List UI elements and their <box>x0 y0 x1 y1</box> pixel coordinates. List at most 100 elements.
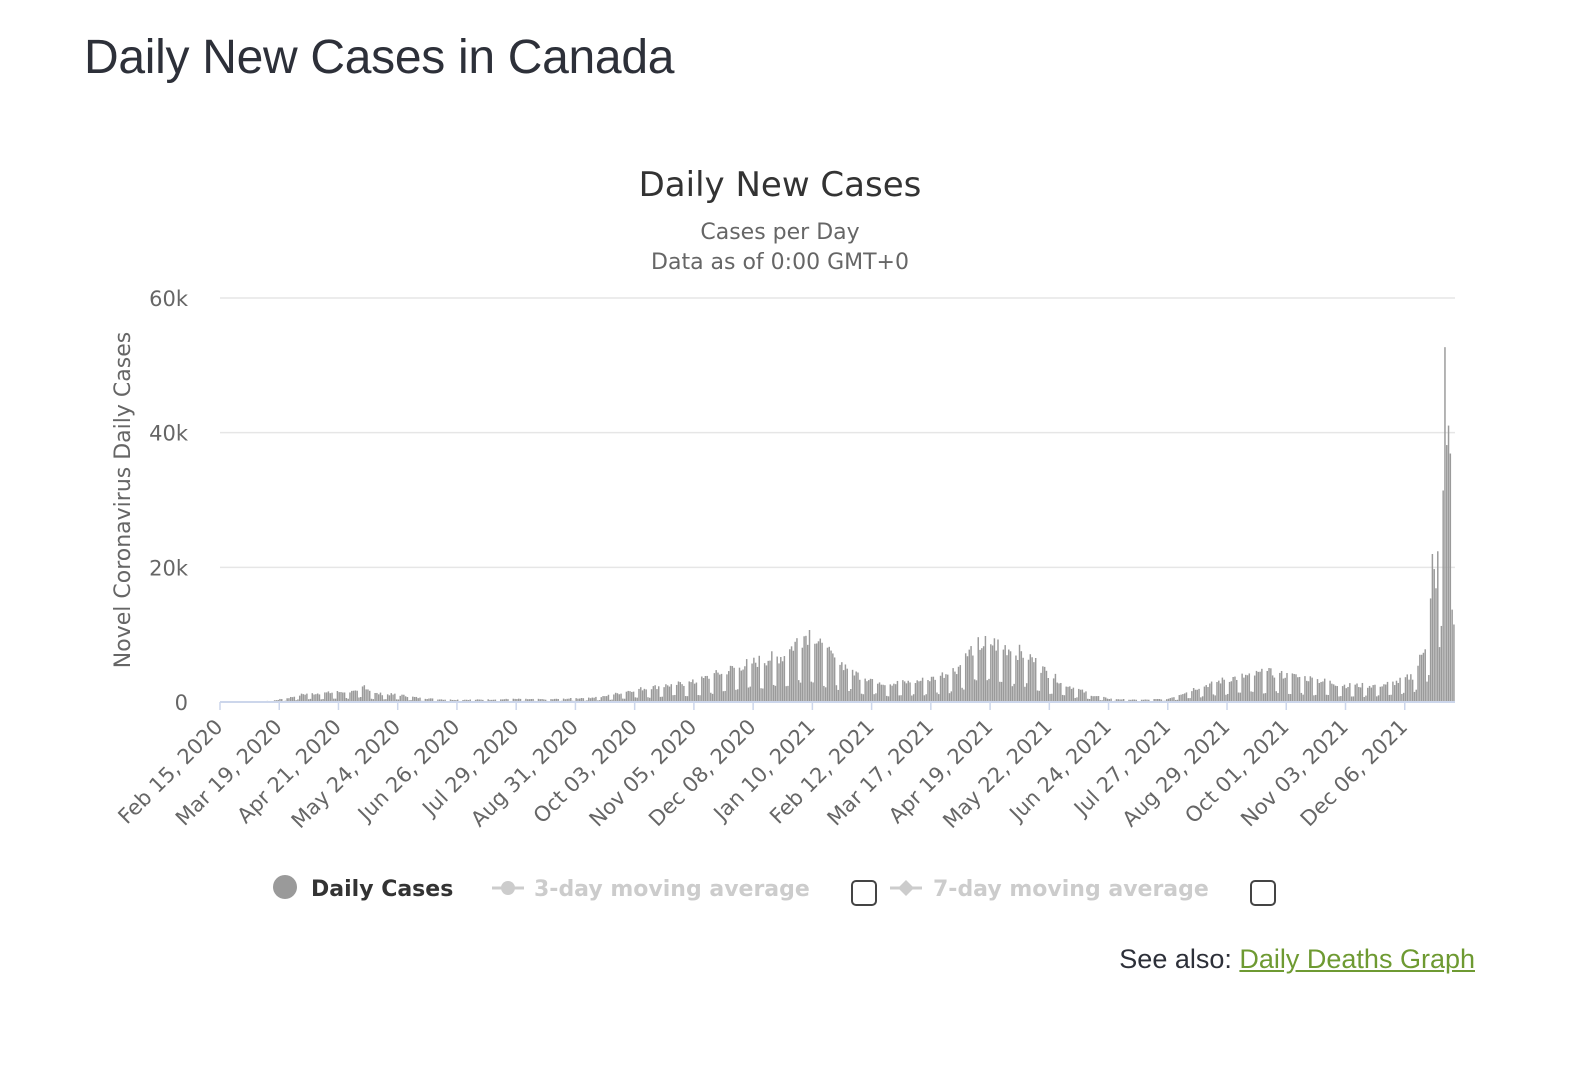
bar[interactable] <box>1144 699 1146 702</box>
bar[interactable] <box>1246 675 1249 702</box>
bar[interactable] <box>692 679 694 702</box>
bar[interactable] <box>950 691 953 702</box>
bar[interactable] <box>643 688 646 702</box>
bar[interactable] <box>428 698 430 702</box>
bar[interactable] <box>593 697 595 702</box>
bar[interactable] <box>368 690 371 702</box>
bar[interactable] <box>1395 680 1398 702</box>
bar[interactable] <box>1288 693 1290 702</box>
bar[interactable] <box>1304 676 1306 702</box>
bar[interactable] <box>938 694 940 702</box>
bar[interactable] <box>286 698 288 702</box>
bar[interactable] <box>1038 690 1041 702</box>
bar[interactable] <box>885 695 888 702</box>
bar[interactable] <box>1011 686 1014 702</box>
bar[interactable] <box>857 672 859 702</box>
bar[interactable] <box>948 693 951 702</box>
bar[interactable] <box>947 674 949 702</box>
bar[interactable] <box>693 683 696 702</box>
bar[interactable] <box>562 698 565 702</box>
bar[interactable] <box>1302 694 1304 702</box>
bar[interactable] <box>342 692 344 703</box>
bar[interactable] <box>505 698 507 702</box>
bar[interactable] <box>1453 624 1455 703</box>
bar[interactable] <box>1291 673 1294 702</box>
bar[interactable] <box>345 698 348 702</box>
bar[interactable] <box>279 698 281 702</box>
bar[interactable] <box>352 690 355 702</box>
bar[interactable] <box>614 692 617 702</box>
bar[interactable] <box>1000 681 1003 702</box>
bar[interactable] <box>1259 671 1261 702</box>
bar[interactable] <box>1072 687 1075 702</box>
bar[interactable] <box>688 681 690 702</box>
bar[interactable] <box>349 692 351 702</box>
bar[interactable] <box>925 694 927 702</box>
bar[interactable] <box>1361 682 1364 702</box>
bar[interactable] <box>823 685 825 702</box>
bar[interactable] <box>338 692 340 702</box>
bar[interactable] <box>686 696 689 702</box>
bar[interactable] <box>1216 682 1218 702</box>
bar[interactable] <box>277 699 279 702</box>
bar[interactable] <box>1196 689 1198 702</box>
bar[interactable] <box>704 675 707 702</box>
bar[interactable] <box>1374 684 1376 702</box>
bar[interactable] <box>731 666 734 702</box>
bar[interactable] <box>713 673 716 702</box>
bar[interactable] <box>1336 686 1338 702</box>
bar[interactable] <box>503 699 506 702</box>
bar[interactable] <box>354 690 357 702</box>
bar[interactable] <box>1399 677 1401 702</box>
bar[interactable] <box>300 693 303 702</box>
bar[interactable] <box>846 668 848 702</box>
bar[interactable] <box>850 689 852 702</box>
bar[interactable] <box>880 684 883 702</box>
bar[interactable] <box>1020 651 1023 702</box>
bar[interactable] <box>1212 694 1215 702</box>
bar[interactable] <box>1227 693 1229 702</box>
bar[interactable] <box>1244 674 1247 702</box>
bar[interactable] <box>1275 691 1277 702</box>
bar[interactable] <box>1018 644 1021 702</box>
bar[interactable] <box>927 680 929 702</box>
bar[interactable] <box>1187 698 1190 702</box>
bar[interactable] <box>726 674 728 702</box>
bar[interactable] <box>706 675 708 702</box>
bar[interactable] <box>1065 686 1067 702</box>
bar[interactable] <box>1169 698 1172 702</box>
bar[interactable] <box>862 694 865 702</box>
bar[interactable] <box>864 678 866 702</box>
bar[interactable] <box>487 699 489 702</box>
bar[interactable] <box>758 655 760 702</box>
bar[interactable] <box>806 644 809 702</box>
bar[interactable] <box>719 674 721 702</box>
bar[interactable] <box>1225 694 1227 702</box>
bar[interactable] <box>1182 694 1184 702</box>
bar[interactable] <box>711 693 714 702</box>
bar[interactable] <box>311 693 314 702</box>
bar[interactable] <box>738 667 741 702</box>
bar[interactable] <box>1121 699 1123 702</box>
bar[interactable] <box>604 696 606 702</box>
bar[interactable] <box>1252 691 1254 702</box>
bar[interactable] <box>309 698 312 702</box>
bar[interactable] <box>501 699 504 702</box>
bar[interactable] <box>449 699 452 702</box>
bar[interactable] <box>659 696 662 702</box>
bar[interactable] <box>747 687 750 702</box>
bar[interactable] <box>776 656 778 702</box>
bar[interactable] <box>1282 678 1285 702</box>
bar[interactable] <box>1261 668 1263 702</box>
bar[interactable] <box>991 645 994 702</box>
bar[interactable] <box>1437 551 1439 702</box>
bar[interactable] <box>1081 689 1084 702</box>
bar[interactable] <box>1036 690 1039 702</box>
checkbox-7day-average[interactable] <box>1250 880 1276 906</box>
bar[interactable] <box>623 698 626 702</box>
bar[interactable] <box>778 663 780 702</box>
bar[interactable] <box>898 695 900 702</box>
bar[interactable] <box>932 676 935 702</box>
bar[interactable] <box>1131 699 1134 702</box>
bar[interactable] <box>769 660 771 702</box>
